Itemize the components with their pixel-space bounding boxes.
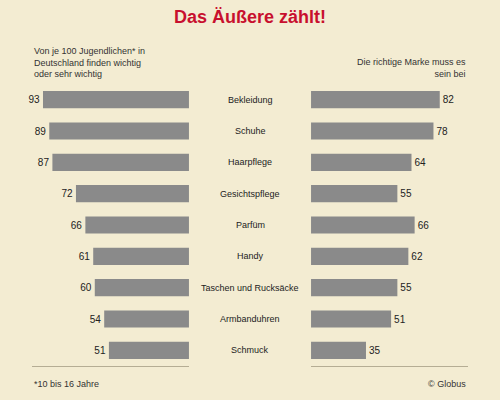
svg-text:Handy: Handy [237, 251, 264, 261]
svg-text:Schuhe: Schuhe [235, 126, 266, 136]
svg-text:64: 64 [414, 157, 426, 168]
svg-text:62: 62 [411, 251, 423, 262]
svg-text:51: 51 [394, 314, 406, 325]
svg-text:51: 51 [94, 345, 106, 356]
svg-text:93: 93 [28, 94, 40, 105]
svg-text:Parfüm: Parfüm [236, 220, 265, 230]
svg-text:Armbanduhren: Armbanduhren [220, 314, 280, 324]
svg-text:89: 89 [35, 126, 47, 137]
svg-text:Die richtige Marke muss essein: Die richtige Marke muss essein bei [357, 57, 466, 79]
svg-text:Taschen und Rucksäcke: Taschen und Rucksäcke [201, 283, 299, 293]
svg-text:© Globus: © Globus [428, 379, 466, 389]
svg-text:55: 55 [400, 282, 412, 293]
svg-text:Das Äußere zählt!: Das Äußere zählt! [174, 7, 326, 27]
svg-text:*10 bis 16 Jahre: *10 bis 16 Jahre [34, 379, 99, 389]
svg-text:Bekleidung: Bekleidung [228, 95, 273, 105]
svg-text:66: 66 [71, 220, 83, 231]
svg-text:Schmuck: Schmuck [231, 345, 269, 355]
svg-text:61: 61 [79, 251, 91, 262]
svg-text:35: 35 [369, 345, 381, 356]
svg-text:Haarpflege: Haarpflege [228, 157, 272, 167]
svg-text:87: 87 [38, 157, 50, 168]
svg-text:Von je 100 Jugendlichen* inDeu: Von je 100 Jugendlichen* inDeutschland f… [34, 46, 145, 79]
svg-text:66: 66 [418, 220, 430, 231]
svg-text:72: 72 [61, 188, 73, 199]
svg-text:60: 60 [80, 282, 92, 293]
svg-text:78: 78 [436, 126, 448, 137]
svg-text:54: 54 [90, 314, 102, 325]
svg-text:55: 55 [400, 188, 412, 199]
svg-text:82: 82 [443, 94, 455, 105]
svg-text:Gesichtspflege: Gesichtspflege [220, 189, 280, 199]
